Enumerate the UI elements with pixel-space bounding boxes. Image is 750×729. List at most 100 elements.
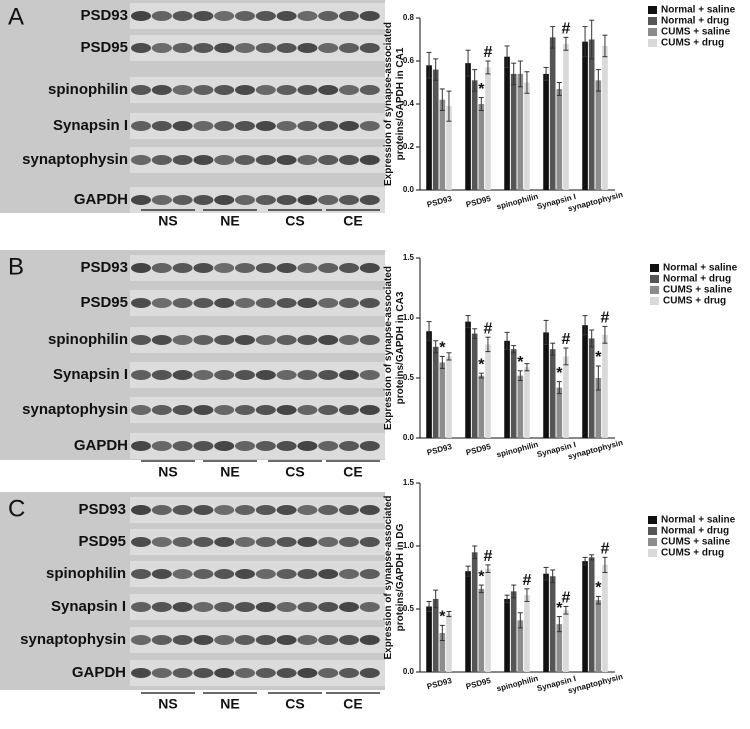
blot-band bbox=[297, 11, 318, 21]
blot-band bbox=[276, 441, 297, 451]
blot-band bbox=[255, 602, 276, 612]
error-bar bbox=[602, 325, 608, 344]
error-bar bbox=[485, 60, 491, 75]
error-bar bbox=[556, 82, 562, 96]
blot-band bbox=[297, 505, 318, 515]
error-bar bbox=[589, 329, 595, 348]
bar bbox=[432, 598, 439, 672]
blot-band bbox=[193, 505, 214, 515]
error-bar bbox=[524, 71, 530, 94]
bar bbox=[485, 67, 491, 190]
x-tick-label: spinophilin bbox=[496, 440, 540, 460]
protein-label: spinophilin bbox=[46, 565, 126, 582]
bar bbox=[439, 632, 446, 672]
blot-band bbox=[214, 635, 235, 645]
y-axis-label-line: Expression of synapse-associated bbox=[383, 22, 394, 186]
blot-band bbox=[276, 298, 297, 308]
blot-band bbox=[297, 121, 318, 131]
x-tick-label: PSD95 bbox=[465, 442, 492, 457]
blot-band bbox=[255, 405, 276, 415]
y-tick-label: 1.5 bbox=[403, 253, 415, 262]
bar bbox=[446, 614, 452, 672]
bar bbox=[446, 106, 452, 190]
error-bar bbox=[426, 321, 432, 342]
bar bbox=[549, 37, 556, 190]
blot-band bbox=[297, 635, 318, 645]
group-label: NS bbox=[158, 213, 177, 229]
bar bbox=[582, 561, 588, 672]
bar bbox=[485, 568, 491, 672]
x-tick-label: PSD93 bbox=[426, 442, 453, 457]
y-axis-label-line: proteins/GAPDH in CA3 bbox=[395, 291, 406, 404]
blot-band bbox=[151, 121, 172, 131]
y-tick-label: 0.5 bbox=[403, 604, 415, 613]
y-tick-label: 0.0 bbox=[403, 185, 415, 194]
blot-band bbox=[276, 11, 297, 21]
bar bbox=[563, 43, 569, 190]
blot-band bbox=[151, 155, 172, 165]
blot-band bbox=[297, 298, 318, 308]
blot-band bbox=[359, 602, 380, 612]
blot-band bbox=[318, 195, 339, 205]
bar bbox=[602, 334, 608, 438]
significance-mark: # bbox=[600, 310, 609, 327]
error-bar bbox=[589, 554, 595, 561]
blot-band bbox=[131, 335, 151, 345]
blot-band bbox=[339, 370, 359, 380]
bar bbox=[439, 99, 446, 190]
significance-mark: # bbox=[483, 320, 492, 337]
bar bbox=[556, 387, 563, 438]
blot-band bbox=[235, 668, 255, 678]
blot-band bbox=[276, 121, 297, 131]
blot-band bbox=[151, 370, 172, 380]
blot-band bbox=[214, 370, 235, 380]
bar bbox=[595, 378, 602, 438]
bar bbox=[510, 349, 517, 438]
blot-band bbox=[297, 155, 318, 165]
protein-label: GAPDH bbox=[74, 191, 128, 208]
group-label: CS bbox=[285, 696, 304, 712]
bar bbox=[478, 104, 485, 190]
blot-band bbox=[339, 635, 359, 645]
blot-band bbox=[172, 441, 193, 451]
blot-band bbox=[131, 195, 151, 205]
bar bbox=[517, 620, 524, 672]
bar bbox=[588, 39, 595, 190]
group-label: NS bbox=[158, 464, 177, 480]
legend-swatch bbox=[648, 538, 657, 546]
blot-band bbox=[235, 569, 255, 579]
blot-band bbox=[255, 11, 276, 21]
error-bar bbox=[478, 97, 484, 111]
blot-band bbox=[172, 335, 193, 345]
legend-label: Normal + drug bbox=[663, 274, 731, 285]
error-bar bbox=[511, 584, 517, 599]
blot-band bbox=[318, 569, 339, 579]
blot-band bbox=[359, 85, 380, 95]
legend-label: CUMS + drug bbox=[661, 548, 724, 559]
blot-band bbox=[297, 668, 318, 678]
bar bbox=[588, 557, 595, 672]
blot-band bbox=[359, 195, 380, 205]
bar bbox=[426, 331, 432, 438]
blot-band bbox=[255, 668, 276, 678]
bar bbox=[556, 88, 563, 190]
bar bbox=[563, 356, 569, 438]
legend-label: CUMS + saline bbox=[661, 537, 731, 548]
error-bar bbox=[426, 600, 432, 613]
blot-band bbox=[276, 635, 297, 645]
blot-band bbox=[151, 569, 172, 579]
protein-label: spinophilin bbox=[48, 81, 128, 98]
blot-band bbox=[297, 405, 318, 415]
y-axis-label-line: proteins/GAPDH in CA1 bbox=[395, 47, 406, 160]
error-bar bbox=[504, 594, 510, 604]
blot-band bbox=[359, 155, 380, 165]
panel-letter: C bbox=[8, 495, 25, 522]
blot-band bbox=[172, 668, 193, 678]
blot-band bbox=[214, 668, 235, 678]
legend-swatch bbox=[648, 6, 657, 14]
blot-band bbox=[131, 370, 151, 380]
blot-band bbox=[318, 298, 339, 308]
protein-label: PSD95 bbox=[80, 294, 128, 311]
blot-band bbox=[131, 668, 151, 678]
blot-band bbox=[318, 370, 339, 380]
